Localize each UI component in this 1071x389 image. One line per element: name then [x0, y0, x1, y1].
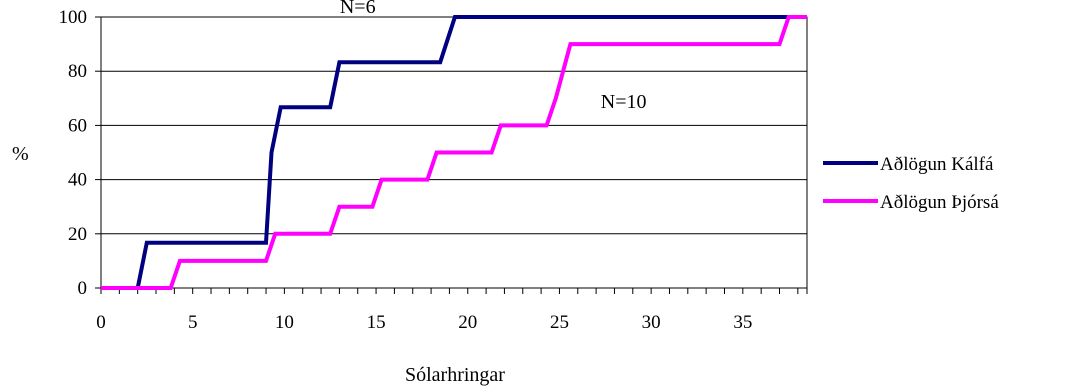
x-tick-label-30: 30 [642, 312, 661, 333]
y-tick-label-60: 60 [68, 115, 87, 136]
y-tick-label-0: 0 [78, 278, 88, 299]
x-axis-label: Sólarhringar [405, 364, 505, 386]
series-line-0 [101, 15, 807, 290]
x-tick-label-10: 10 [275, 312, 294, 333]
x-tick-label-15: 15 [367, 312, 386, 333]
series-lines [101, 15, 807, 290]
x-tick-label-0: 0 [96, 312, 106, 333]
y-tick-label-100: 100 [59, 7, 88, 28]
axis-ticks: 0 20 40 60 80 100 0 5 10 15 20 25 30 35 [59, 7, 808, 333]
annotation-1: N=10 [601, 91, 647, 113]
y-tick-label-40: 40 [68, 170, 87, 191]
annotation-0: N=6 [340, 0, 376, 18]
legend-label-thjorsa: Aðlögun Þjórsá [880, 192, 999, 213]
y-tick-label-80: 80 [68, 61, 87, 82]
annotations: N=6 N=10 [340, 0, 647, 113]
y-tick-label-20: 20 [68, 224, 87, 245]
x-tick-label-25: 25 [550, 312, 569, 333]
legend-label-kalfa: Aðlögun Kálfá [880, 154, 994, 175]
legend: Aðlögun Kálfá Aðlögun Þjórsá [823, 154, 999, 213]
y-axis-label: % [12, 143, 29, 165]
x-tick-label-35: 35 [733, 312, 752, 333]
series-line-1 [101, 15, 807, 290]
x-tick-label-20: 20 [458, 312, 477, 333]
x-tick-label-5: 5 [188, 312, 198, 333]
grid-lines [101, 70, 807, 235]
